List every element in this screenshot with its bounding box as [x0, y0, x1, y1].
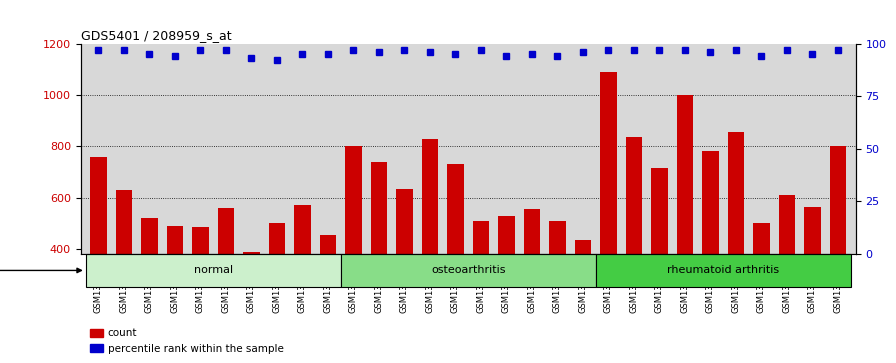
Bar [142, 218, 158, 254]
Text: normal: normal [194, 265, 233, 276]
Bar [294, 205, 311, 254]
Bar [243, 252, 260, 254]
Bar [90, 156, 107, 254]
Bar [472, 221, 489, 254]
Bar [396, 189, 413, 254]
Bar [269, 223, 285, 254]
Text: rheumatoid arthritis: rheumatoid arthritis [667, 265, 780, 276]
Text: osteoarthritis: osteoarthritis [431, 265, 505, 276]
Bar [625, 137, 642, 254]
Bar [804, 207, 821, 254]
Bar [422, 139, 438, 254]
Bar [116, 190, 133, 254]
Bar [728, 132, 745, 254]
Bar [830, 146, 846, 254]
Bar [574, 240, 591, 254]
Legend: count, percentile rank within the sample: count, percentile rank within the sample [86, 324, 288, 358]
Bar [218, 208, 234, 254]
Bar [320, 235, 336, 254]
Bar [549, 221, 565, 254]
Bar [167, 226, 184, 254]
Bar [340, 254, 596, 287]
Bar [523, 209, 540, 254]
Bar [498, 216, 514, 254]
Bar [86, 254, 340, 287]
Bar [753, 223, 770, 254]
Bar [651, 168, 668, 254]
Bar [596, 254, 850, 287]
Bar [447, 164, 464, 254]
Bar [676, 95, 694, 254]
Text: GDS5401 / 208959_s_at: GDS5401 / 208959_s_at [81, 29, 231, 42]
Bar [371, 162, 387, 254]
Bar [600, 72, 616, 254]
Bar [702, 151, 719, 254]
Text: disease state: disease state [0, 265, 82, 276]
Bar [192, 227, 209, 254]
Bar [779, 195, 795, 254]
Bar [345, 146, 362, 254]
